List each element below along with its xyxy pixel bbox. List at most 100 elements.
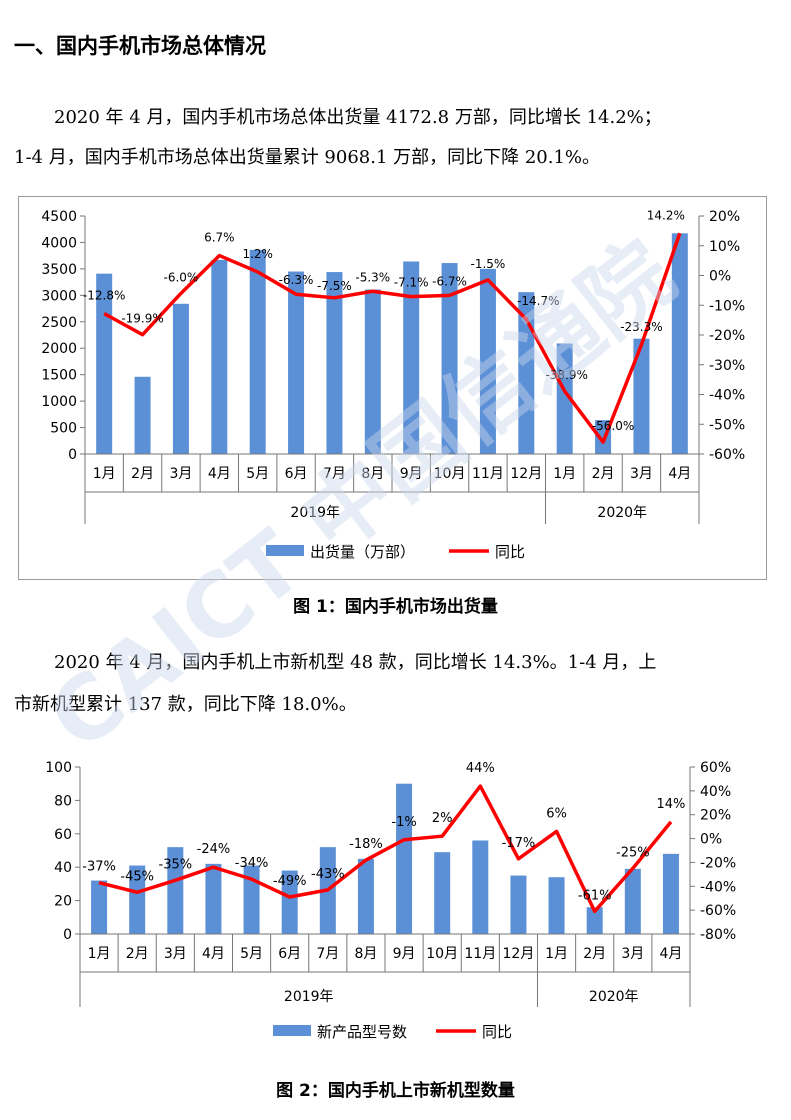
category-label: 1月 (88, 946, 111, 962)
right-tick-label: -20% (709, 328, 745, 344)
left-tick-label: 20 (54, 894, 72, 910)
new-models-chart-svg: 100 80 60 40 20 0 60% 40% 20% 0% -20% -40% -60% -80% 1… (45, 760, 736, 1041)
data-label: -12.8% (83, 289, 125, 303)
paragraph-shipments: 2020 年 4 月，国内手机市场总体出货量 4172.8 万部，同比增长 14… (14, 98, 779, 178)
right-tick-label: 20% (700, 808, 731, 824)
category-label: 2月 (131, 466, 154, 482)
section-title: 一、国内手机市场总体情况 (14, 34, 266, 58)
yoy-line (98, 784, 673, 914)
left-tick-label: 1000 (41, 394, 77, 410)
left-tick-label: 0 (63, 927, 72, 943)
right-tick-label: -60% (700, 903, 736, 919)
data-label: 1.2% (242, 247, 273, 261)
group-label: 2019年 (284, 989, 334, 1005)
left-tick-label: 60 (54, 827, 72, 843)
paragraph-line: 市新机型累计 137 款，同比下降 18.0%。 (14, 694, 357, 715)
right-tick-label: -80% (700, 927, 736, 943)
left-tick-label: 3000 (41, 288, 77, 304)
legend-line-label: 同比 (495, 543, 525, 561)
paragraph-line: 1-4 月，国内手机市场总体出货量累计 9068.1 万部，同比下降 20.1%… (14, 147, 601, 168)
category-label: 11月 (464, 946, 496, 962)
data-label: -43% (311, 867, 345, 882)
bar (671, 233, 688, 454)
legend-bar-label: 新产品型号数 (317, 1023, 407, 1041)
bar (96, 273, 113, 454)
data-label: -17% (502, 836, 536, 851)
category-label: 4月 (659, 946, 682, 962)
category-label: 1月 (93, 466, 116, 482)
category-label: 11月 (472, 466, 504, 482)
right-tick-label: -40% (700, 879, 736, 895)
bar (586, 907, 603, 934)
bar (249, 249, 266, 454)
data-label: -56.0% (592, 419, 634, 433)
data-label: -37% (82, 860, 116, 875)
left-tick-label: 80 (54, 793, 72, 809)
left-tick-label: 3500 (41, 262, 77, 278)
bar (548, 877, 565, 934)
paragraph-line: 2020 年 4 月，国内手机上市新机型 48 款，同比增长 14.3%。1-4… (54, 652, 657, 673)
data-label: 2% (432, 811, 453, 826)
left-tick-label: 4500 (41, 209, 77, 225)
bar (281, 870, 298, 934)
right-tick-label: -20% (700, 855, 736, 871)
yoy-line (103, 232, 682, 444)
data-label: -25% (616, 845, 650, 860)
right-tick-label: 20% (709, 209, 740, 225)
category-label: 3月 (164, 946, 187, 962)
right-tick-label: 40% (700, 784, 731, 800)
bar (134, 376, 151, 454)
category-label: 1月 (553, 466, 576, 482)
data-label: 14% (656, 797, 685, 812)
legend-line-label: 同比 (482, 1023, 512, 1041)
left-tick-label: 1500 (41, 368, 77, 384)
paragraph-new-models: 2020 年 4 月，国内手机上市新机型 48 款，同比增长 14.3%。1-4… (14, 642, 779, 726)
category-label: 2月 (583, 946, 606, 962)
category-label: 4月 (202, 946, 225, 962)
category-label: 8月 (354, 946, 377, 962)
right-tick-label: -10% (709, 298, 745, 314)
bar (633, 338, 650, 454)
bar (518, 292, 535, 454)
data-label: -6.7% (432, 274, 467, 288)
data-label: -14.7% (517, 294, 559, 308)
bar (129, 865, 146, 934)
shipment-chart: 4500 4000 3500 3000 2500 2000 1500 1000 500 0 20% 1… (18, 196, 767, 580)
left-tick-label: 40 (54, 860, 72, 876)
bar (364, 289, 381, 454)
group-label: 2020年 (589, 989, 639, 1005)
category-label: 5月 (240, 946, 263, 962)
new-models-chart: 100 80 60 40 20 0 60% 40% 20% 0% -20% -40% -60% -80% 1… (18, 745, 765, 1055)
data-label: -1% (391, 815, 416, 830)
category-label: 9月 (393, 946, 416, 962)
legend-bar-label: 出货量（万部） (310, 543, 415, 561)
category-label: 2月 (126, 946, 149, 962)
category-label: 3月 (169, 466, 192, 482)
bar (479, 268, 496, 454)
category-label: 1月 (545, 946, 568, 962)
data-label: -34% (235, 856, 269, 871)
category-label: 5月 (246, 466, 269, 482)
right-tick-label: -30% (709, 358, 745, 374)
data-label: -49% (273, 874, 307, 889)
category-label: 2月 (592, 466, 615, 482)
left-tick-label: 100 (45, 760, 72, 776)
bar (510, 875, 527, 934)
right-tick-label: -60% (709, 447, 745, 463)
left-tick-label: 0 (68, 447, 77, 463)
category-label: 7月 (316, 946, 339, 962)
figure-caption-2: 图 2：国内手机上市新机型数量 (276, 1081, 515, 1101)
bar (624, 868, 641, 934)
data-label: -45% (120, 869, 154, 884)
category-label: 10月 (426, 946, 458, 962)
data-label: -7.5% (317, 279, 352, 293)
left-tick-label: 500 (50, 421, 77, 437)
right-tick-label: 10% (709, 239, 740, 255)
bar (172, 303, 189, 454)
paragraph-line: 2020 年 4 月，国内手机市场总体出货量 4172.8 万部，同比增长 14… (54, 107, 662, 128)
group-label: 2020年 (597, 505, 647, 521)
bar (91, 880, 108, 934)
bar (205, 863, 222, 934)
data-label: -7.1% (394, 276, 429, 290)
data-label: -24% (197, 842, 231, 857)
